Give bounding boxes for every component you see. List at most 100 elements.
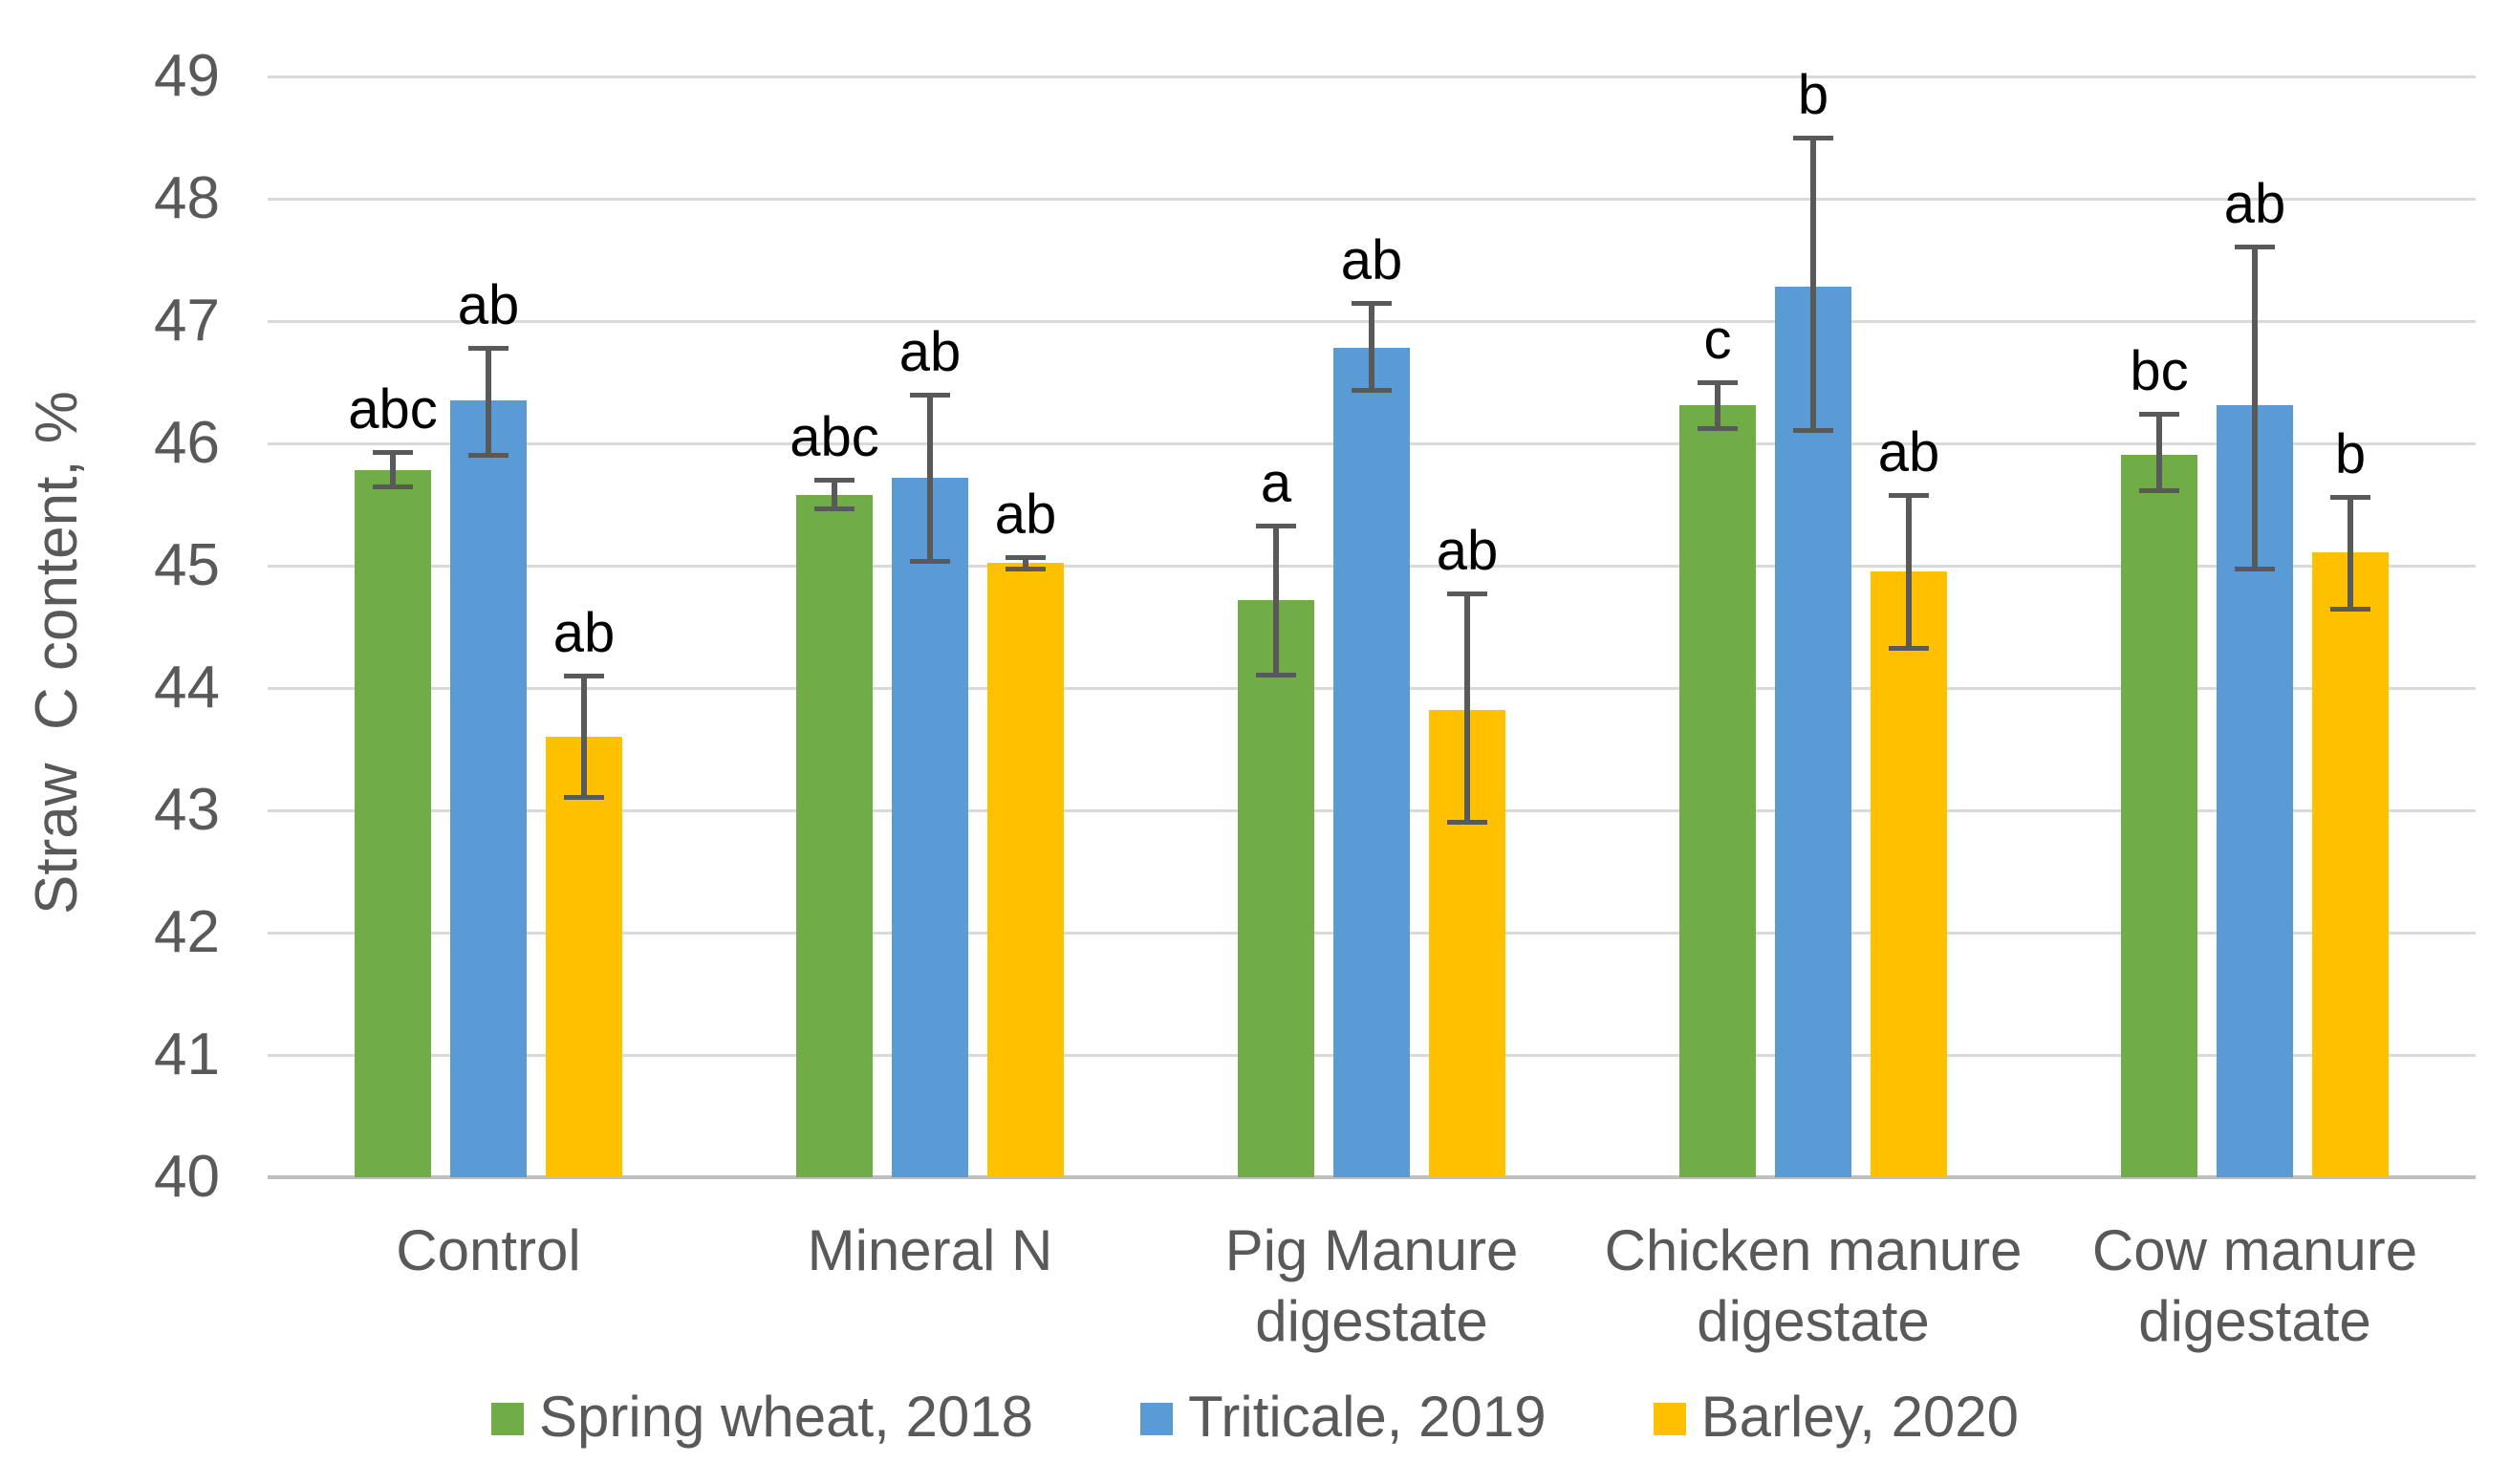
error-bar-top-cap: [1256, 523, 1296, 528]
error-bar-line: [486, 348, 491, 456]
x-axis-line: [268, 1175, 2476, 1179]
legend-marker: [1653, 1403, 1686, 1435]
error-bar-top-cap: [1889, 492, 1929, 498]
error-bar-bottom-cap: [1889, 646, 1929, 652]
error-bar-bottom-cap: [910, 559, 950, 565]
gridline: [268, 198, 2476, 201]
sig-letter: abc: [348, 377, 438, 441]
bar: [450, 400, 527, 1177]
sig-letter: b: [2334, 423, 2367, 486]
sig-letter: ab: [2223, 172, 2286, 235]
error-bar-bottom-cap: [468, 452, 508, 458]
y-tick-label: 45: [154, 532, 220, 598]
error-bar-bottom-cap: [1793, 428, 1833, 434]
error-bar-bottom-cap: [2235, 566, 2275, 571]
error-bar-bottom-cap: [1256, 673, 1296, 678]
error-bar-top-cap: [564, 674, 604, 679]
sig-letter: ab: [1340, 228, 1403, 291]
y-tick-label: 41: [154, 1022, 220, 1087]
bar: [1679, 405, 1756, 1177]
y-tick-label: 46: [154, 410, 220, 476]
bar: [796, 494, 873, 1177]
sig-letter: ab: [898, 320, 962, 383]
error-bar-line: [1369, 302, 1374, 391]
gridline: [268, 75, 2476, 78]
error-bar-top-cap: [2235, 244, 2275, 249]
y-tick-label: 49: [154, 43, 220, 109]
y-tick-label: 43: [154, 777, 220, 843]
y-tick-label: 40: [154, 1144, 220, 1210]
error-bar-line: [1715, 382, 1720, 429]
legend-label: Barley, 2020: [1700, 1385, 2020, 1449]
sig-letter: bc: [2130, 340, 2189, 403]
error-bar-bottom-cap: [1447, 819, 1487, 825]
sig-letter: ab: [1436, 520, 1499, 583]
error-bar-bottom-cap: [564, 795, 604, 801]
y-tick-label: 44: [154, 655, 220, 720]
legend-item: Spring wheat, 2018: [490, 1384, 1033, 1451]
legend: Spring wheat, 2018 Triticale, 2019 Barley,…: [0, 1384, 2510, 1451]
error-bar-line: [1906, 494, 1912, 650]
bar: [1871, 571, 1947, 1177]
category-label: Pig Manure digestate: [1224, 1218, 1519, 1353]
error-bar-top-cap: [910, 392, 950, 398]
sig-letter: abc: [790, 406, 879, 469]
sig-letter: ab: [457, 274, 520, 337]
sig-letter: ab: [1877, 420, 1940, 484]
y-tick-label: 42: [154, 899, 220, 965]
error-bar-line: [1023, 557, 1028, 570]
error-bar-line: [1273, 525, 1279, 677]
bar: [1238, 599, 1314, 1177]
error-bar-bottom-cap: [373, 484, 413, 490]
error-bar-top-cap: [1447, 591, 1487, 597]
category-label: Chicken manure digestate: [1604, 1218, 2023, 1353]
sig-letter: b: [1797, 64, 1829, 126]
sig-letter: c: [1703, 309, 1732, 371]
sig-letter: ab: [552, 602, 616, 665]
error-bar-line: [2252, 246, 2258, 570]
bar: [355, 470, 431, 1177]
y-tick-label: 48: [154, 165, 220, 231]
error-bar-top-cap: [1698, 380, 1738, 385]
bar: [1333, 348, 1410, 1177]
sig-letter: a: [1260, 451, 1292, 514]
legend-label: Triticale, 2019: [1187, 1385, 1547, 1449]
error-bar-top-cap: [373, 449, 413, 455]
legend-label: Spring wheat, 2018: [538, 1385, 1033, 1449]
error-bar-top-cap: [468, 346, 508, 352]
y-tick-label: 47: [154, 288, 220, 354]
category-label: Mineral N: [807, 1218, 1053, 1282]
error-bar-bottom-cap: [1698, 425, 1738, 431]
legend-item: Barley, 2020: [1653, 1384, 2020, 1451]
bar: [2121, 454, 2197, 1177]
bar: [987, 563, 1064, 1177]
error-bar-line: [1464, 593, 1470, 823]
error-bar-top-cap: [1793, 136, 1833, 140]
legend-marker: [490, 1403, 524, 1435]
error-bar-line: [2156, 414, 2162, 491]
sig-letter: ab: [994, 484, 1057, 547]
error-bar-line: [390, 451, 396, 488]
error-bar-top-cap: [2330, 495, 2370, 501]
error-bar-line: [581, 676, 587, 799]
legend-marker: [1139, 1403, 1173, 1435]
error-bar-top-cap: [1006, 555, 1046, 561]
error-bar-top-cap: [1352, 300, 1392, 306]
error-bar-bottom-cap: [814, 506, 855, 512]
error-bar-line: [2348, 497, 2353, 611]
category-label: Cow manure digestate: [2091, 1218, 2418, 1353]
bar: [2312, 551, 2389, 1177]
bar: [892, 477, 968, 1177]
error-bar-line: [1810, 138, 1816, 432]
error-bar-top-cap: [814, 478, 855, 484]
bar: [1775, 287, 1851, 1177]
error-bar-line: [832, 480, 837, 510]
legend-item: Triticale, 2019: [1139, 1384, 1547, 1451]
error-bar-bottom-cap: [2139, 487, 2179, 493]
